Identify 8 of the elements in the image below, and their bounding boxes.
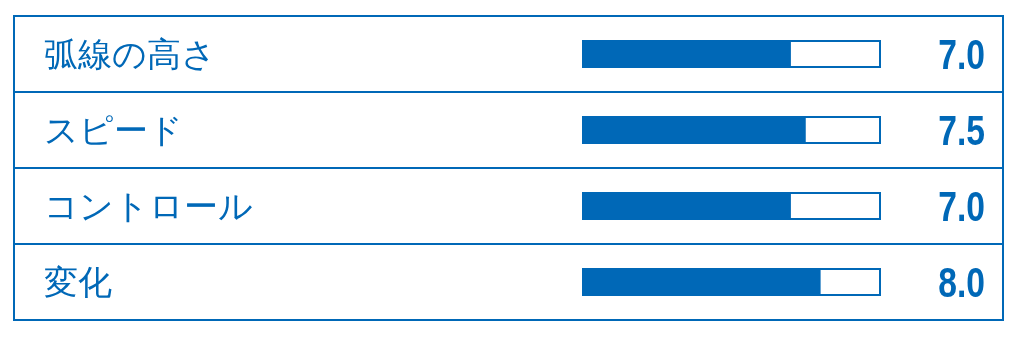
y-tick-label: 弧線の高さ xyxy=(44,34,216,74)
data-label: 7.5 xyxy=(938,107,985,154)
y-tick-label: コントロール xyxy=(44,186,253,226)
y-tick-label: スピード xyxy=(44,110,183,150)
data-label: 8.0 xyxy=(938,259,985,306)
data-label: 7.0 xyxy=(938,183,985,230)
data-label: 7.0 xyxy=(938,31,985,78)
y-tick-label: 変化 xyxy=(44,262,112,302)
